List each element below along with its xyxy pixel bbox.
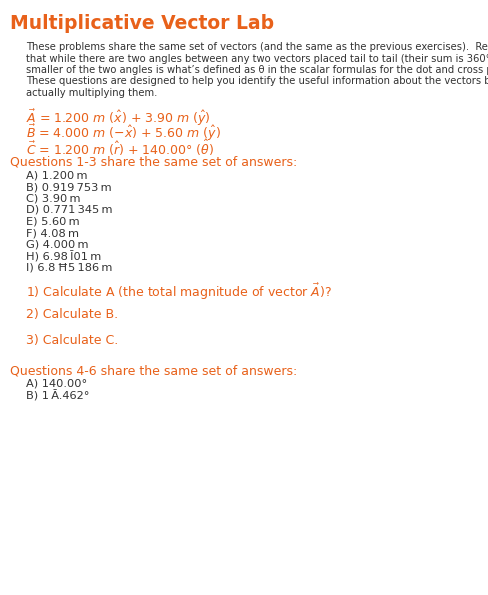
Text: H) 6.98 Ī01 m: H) 6.98 Ī01 m <box>26 251 101 262</box>
Text: F) 4.08 m: F) 4.08 m <box>26 228 79 238</box>
Text: Questions 1-3 share the same set of answers:: Questions 1-3 share the same set of answ… <box>10 155 297 168</box>
Text: 1) Calculate A (the total magnitude of vector $\vec{A}$)?: 1) Calculate A (the total magnitude of v… <box>26 282 331 302</box>
Text: D) 0.771 345 m: D) 0.771 345 m <box>26 205 112 215</box>
Text: I) 6.8 Ħ5 186 m: I) 6.8 Ħ5 186 m <box>26 262 112 273</box>
Text: 2) Calculate B.: 2) Calculate B. <box>26 308 118 321</box>
Text: These questions are designed to help you identify the useful information about t: These questions are designed to help you… <box>26 77 488 86</box>
Text: C) 3.90 m: C) 3.90 m <box>26 193 81 203</box>
Text: A) 140.00°: A) 140.00° <box>26 379 87 389</box>
Text: Questions 4-6 share the same set of answers:: Questions 4-6 share the same set of answ… <box>10 364 297 377</box>
Text: $\vec{A}$ = 1.200 $m$ ($\hat{x}$) + 3.90 $m$ ($\hat{y}$): $\vec{A}$ = 1.200 $m$ ($\hat{x}$) + 3.90… <box>26 108 210 128</box>
Text: that while there are two angles between any two vectors placed tail to tail (the: that while there are two angles between … <box>26 54 488 64</box>
Text: B) 0.919 753 m: B) 0.919 753 m <box>26 182 111 192</box>
Text: 3) Calculate C.: 3) Calculate C. <box>26 334 118 347</box>
Text: B) 1 Ā.462°: B) 1 Ā.462° <box>26 390 89 402</box>
Text: $\vec{C}$ = 1.200 $m$ ($\hat{r}$) + 140.00° ($\hat{\theta}$): $\vec{C}$ = 1.200 $m$ ($\hat{r}$) + 140.… <box>26 137 214 158</box>
Text: G) 4.000 m: G) 4.000 m <box>26 240 88 249</box>
Text: These problems share the same set of vectors (and the same as the previous exerc: These problems share the same set of vec… <box>26 42 488 52</box>
Text: Multiplicative Vector Lab: Multiplicative Vector Lab <box>10 14 274 33</box>
Text: E) 5.60 m: E) 5.60 m <box>26 217 80 227</box>
Text: actually multiplying them.: actually multiplying them. <box>26 88 157 98</box>
Text: A) 1.200 m: A) 1.200 m <box>26 171 87 180</box>
Text: $\vec{B}$ = 4.000 $m$ ($-\hat{x}$) + 5.60 $m$ ($\hat{y}$): $\vec{B}$ = 4.000 $m$ ($-\hat{x}$) + 5.6… <box>26 123 221 143</box>
Text: smaller of the two angles is what’s defined as θ in the scalar formulas for the : smaller of the two angles is what’s defi… <box>26 65 488 75</box>
